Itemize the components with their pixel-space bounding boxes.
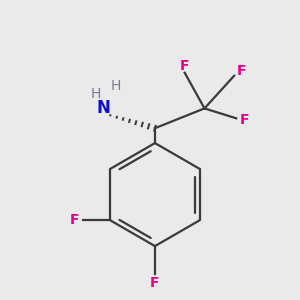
Text: F: F (239, 113, 249, 127)
Text: H: H (90, 86, 101, 100)
Text: F: F (180, 59, 189, 73)
Text: H: H (110, 79, 121, 93)
Text: F: F (236, 64, 246, 78)
Text: F: F (70, 213, 80, 227)
Text: N: N (97, 99, 110, 117)
Text: F: F (150, 276, 160, 290)
